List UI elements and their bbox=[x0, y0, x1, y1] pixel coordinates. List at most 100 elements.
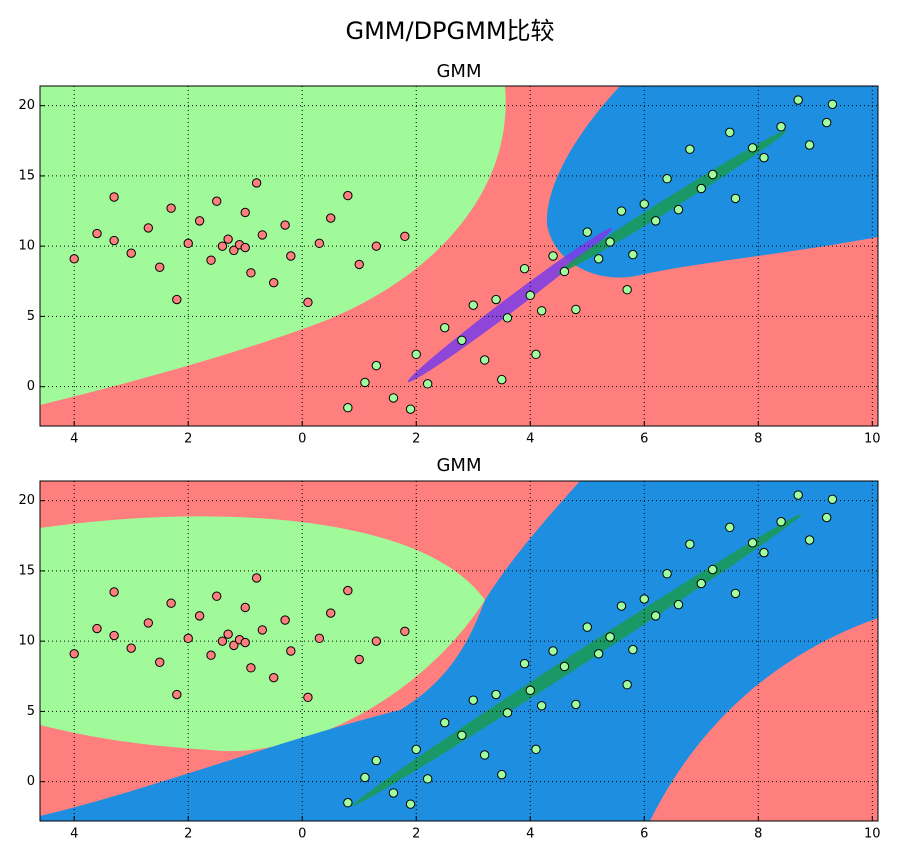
point bbox=[326, 608, 336, 618]
point bbox=[217, 241, 228, 251]
point bbox=[468, 695, 478, 705]
y-tick-label: 5 bbox=[27, 704, 35, 719]
point bbox=[582, 622, 592, 632]
point bbox=[747, 538, 758, 548]
point bbox=[109, 587, 119, 597]
point bbox=[593, 254, 604, 264]
point bbox=[531, 744, 541, 755]
point bbox=[223, 234, 233, 244]
point bbox=[212, 196, 222, 206]
point bbox=[673, 204, 684, 215]
point bbox=[194, 216, 205, 226]
point bbox=[776, 122, 786, 132]
point bbox=[804, 140, 815, 150]
point bbox=[457, 730, 467, 740]
y-tick-label: 15 bbox=[18, 168, 35, 183]
point bbox=[246, 268, 256, 278]
point bbox=[343, 403, 353, 413]
point bbox=[793, 490, 803, 500]
y-tick-label: 0 bbox=[27, 379, 35, 394]
point bbox=[126, 248, 136, 258]
y-tick-label: 20 bbox=[18, 493, 35, 508]
point bbox=[730, 193, 741, 204]
point bbox=[286, 251, 296, 261]
y-tick-label: 15 bbox=[18, 563, 35, 578]
point bbox=[92, 623, 102, 634]
point bbox=[725, 522, 735, 533]
point bbox=[280, 220, 290, 230]
point bbox=[776, 517, 786, 527]
point bbox=[206, 650, 216, 660]
point bbox=[229, 245, 239, 256]
regions bbox=[40, 481, 878, 821]
point bbox=[440, 322, 450, 333]
point bbox=[371, 755, 382, 766]
point bbox=[793, 95, 803, 105]
point bbox=[747, 143, 758, 153]
point bbox=[696, 183, 706, 194]
point bbox=[662, 569, 672, 579]
point bbox=[536, 701, 547, 711]
point bbox=[388, 788, 399, 798]
point bbox=[371, 241, 382, 251]
point bbox=[257, 625, 268, 635]
point bbox=[707, 169, 718, 180]
point bbox=[519, 263, 530, 274]
x-tick-label: 0 bbox=[298, 827, 306, 842]
point bbox=[223, 629, 233, 639]
point bbox=[166, 203, 176, 213]
point bbox=[229, 640, 239, 651]
point bbox=[371, 636, 382, 646]
point bbox=[457, 335, 467, 345]
point bbox=[827, 99, 838, 109]
point bbox=[639, 594, 649, 604]
point bbox=[821, 117, 832, 128]
point bbox=[343, 798, 353, 808]
point bbox=[536, 306, 547, 316]
point bbox=[639, 199, 649, 209]
x-tick-label: 4 bbox=[70, 827, 78, 842]
point bbox=[491, 689, 501, 700]
point bbox=[622, 285, 632, 295]
x-tick-label: 4 bbox=[526, 432, 534, 447]
point bbox=[246, 663, 256, 673]
component-ellipse bbox=[557, 130, 787, 274]
point bbox=[662, 174, 672, 184]
point bbox=[605, 237, 615, 247]
point bbox=[354, 654, 364, 665]
figure-title: GMM/DPGMM比较 bbox=[345, 17, 554, 45]
x-tick-label: 4 bbox=[70, 432, 78, 447]
x-tick-label: 2 bbox=[412, 432, 420, 447]
point bbox=[759, 547, 769, 558]
point bbox=[69, 254, 79, 264]
point bbox=[422, 379, 433, 389]
x-tick-label: 10 bbox=[864, 827, 881, 842]
point bbox=[673, 599, 684, 610]
point bbox=[468, 300, 478, 310]
point bbox=[269, 672, 279, 683]
point bbox=[206, 255, 216, 265]
point bbox=[628, 644, 638, 655]
point bbox=[411, 349, 421, 360]
chart-title: GMM bbox=[436, 455, 481, 476]
region bbox=[40, 481, 878, 821]
point bbox=[303, 297, 313, 308]
point bbox=[622, 680, 632, 690]
x-tick-label: 8 bbox=[754, 827, 762, 842]
point bbox=[571, 304, 581, 315]
point bbox=[559, 266, 570, 277]
point bbox=[280, 615, 290, 625]
point bbox=[650, 611, 661, 621]
point bbox=[422, 774, 433, 784]
axes-frame bbox=[39, 85, 879, 427]
point bbox=[707, 564, 718, 575]
x-tick-label: 0 bbox=[298, 432, 306, 447]
point bbox=[143, 223, 154, 233]
point bbox=[759, 152, 769, 163]
y-tick-label: 10 bbox=[18, 239, 35, 254]
point bbox=[326, 213, 336, 223]
x-tick-label: 2 bbox=[184, 432, 192, 447]
point bbox=[360, 772, 370, 783]
